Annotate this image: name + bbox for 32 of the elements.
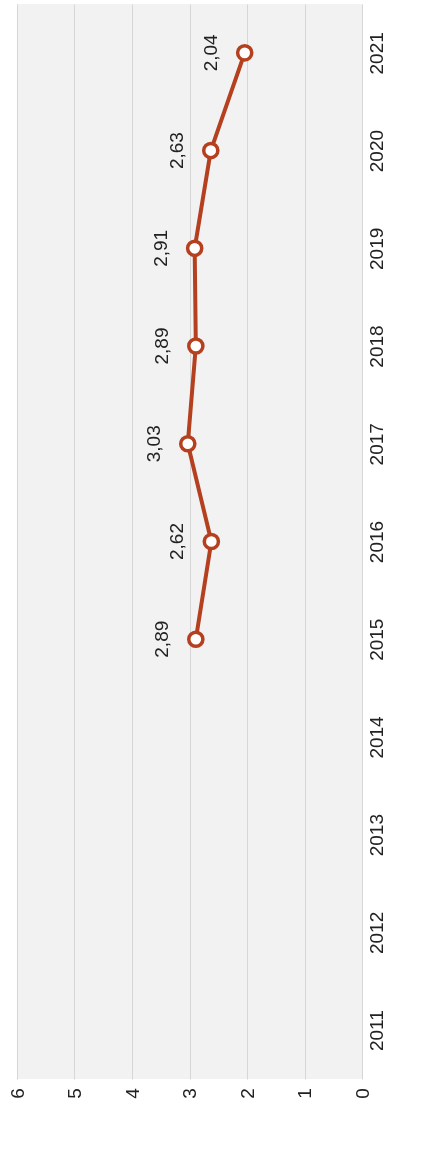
point	[202, 532, 221, 551]
data-label: 2,04	[199, 33, 221, 72]
y-tick-label: 2015	[365, 618, 387, 661]
x-tick-label: 6	[6, 1088, 28, 1099]
point	[201, 141, 220, 160]
x-tick-label: 3	[179, 1088, 200, 1099]
x-tick-label: 5	[64, 1088, 85, 1099]
y-tick-label: 2020	[365, 129, 387, 173]
point	[187, 337, 205, 355]
data-label: 3,03	[142, 425, 164, 463]
y-tick-label: 2011	[365, 1010, 387, 1052]
y-tick-label: 2012	[365, 911, 387, 955]
data-label: 2,63	[165, 132, 187, 170]
data-label: 2,89	[150, 620, 172, 658]
y-tick-label: 2016	[365, 520, 387, 564]
y-tick-label: 2017	[365, 423, 387, 466]
y-tick-label: 2021	[365, 32, 387, 75]
point	[235, 44, 254, 62]
y-tick-label: 2014	[365, 715, 387, 759]
y-tick-label: 2019	[365, 227, 387, 270]
x-tick-label: 1	[294, 1088, 315, 1099]
data-label: 2,89	[150, 327, 172, 365]
x-tick-label: 0	[351, 1088, 373, 1099]
data-label: 2,62	[166, 523, 188, 560]
y-tick-label: 2013	[365, 814, 387, 857]
x-tick-label: 4	[121, 1087, 143, 1099]
data-label: 2,91	[149, 229, 171, 267]
y-tick-label: 2018	[365, 325, 387, 368]
point	[178, 434, 197, 453]
x-tick-label: 2	[236, 1088, 258, 1099]
point	[185, 239, 204, 258]
point	[187, 630, 205, 649]
